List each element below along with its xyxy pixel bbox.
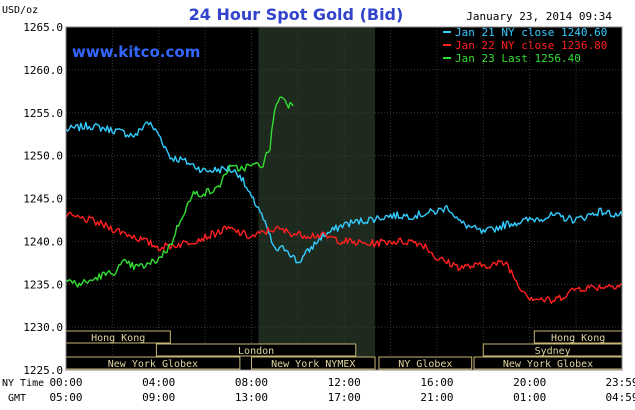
nymex-session-shade xyxy=(258,27,376,370)
x-tick-label-gmt: 01:00 xyxy=(513,391,546,404)
chart-title: 24 Hour Spot Gold (Bid) xyxy=(189,5,404,24)
kitco-watermark: www.kitco.com xyxy=(72,43,200,61)
x-axis-label-gmt: GMT xyxy=(8,393,26,404)
session-label: New York Globex xyxy=(503,359,593,370)
session-box xyxy=(155,343,357,357)
x-tick-label-ny: 04:00 xyxy=(142,376,175,389)
y-tick-label: 1245.0 xyxy=(23,193,63,206)
session-label: New York NYMEX xyxy=(271,359,355,370)
legend-entry: Jan 21 NY close 1240.60 xyxy=(455,26,607,39)
x-tick-label-gmt: 13:00 xyxy=(235,391,268,404)
x-axis-label-ny: NY Time xyxy=(2,378,44,389)
x-tick-label-ny: 20:00 xyxy=(513,376,546,389)
x-tick-label-gmt: 04:59 xyxy=(605,391,635,404)
y-tick-label: 1225.0 xyxy=(23,364,63,377)
x-tick-label-ny: 12:00 xyxy=(328,376,361,389)
legend-entry: Jan 22 NY close 1236.80 xyxy=(455,39,607,52)
session-label: London xyxy=(238,346,274,357)
x-tick-labels: 00:00 05:00 04:00 09:00 08:00 13:00 12:00 17:00… xyxy=(49,376,635,404)
x-tick-label-gmt: 09:00 xyxy=(142,391,175,404)
y-tick-label: 1250.0 xyxy=(23,150,63,163)
y-tick-labels: 1225.0 1230.0 1235.0 1240.0 1245.0 1250.0 1255… xyxy=(23,21,63,377)
x-tick-label-ny: 16:00 xyxy=(420,376,453,389)
chart-timestamp: January 23, 2014 09:34 xyxy=(466,10,612,23)
series-line-2 xyxy=(65,211,623,305)
y-axis-label: USD/oz xyxy=(2,5,38,16)
y-tick-label: 1255.0 xyxy=(23,107,63,120)
x-tick-label-gmt: 17:00 xyxy=(328,391,361,404)
legend-entry: Jan 23 Last 1256.40 xyxy=(455,52,581,65)
x-tick-label-gmt: 21:00 xyxy=(420,391,453,404)
session-label: New York Globex xyxy=(108,359,198,370)
series-line-3 xyxy=(65,96,294,288)
x-tick-label-ny: 00:00 xyxy=(49,376,82,389)
y-tick-label: 1235.0 xyxy=(23,278,63,291)
series-line-1 xyxy=(65,121,623,264)
y-tick-label: 1240.0 xyxy=(23,235,63,248)
x-tick-label-gmt: 05:00 xyxy=(49,391,82,404)
x-tick-label-ny: 08:00 xyxy=(235,376,268,389)
y-tick-label: 1260.0 xyxy=(23,64,63,77)
y-tick-label: 1230.0 xyxy=(23,321,63,334)
y-tick-label: 1265.0 xyxy=(23,21,63,34)
session-box xyxy=(250,356,376,370)
price-lines xyxy=(65,96,623,305)
plot-border xyxy=(65,26,623,371)
session-label: Hong Kong xyxy=(551,333,605,344)
session-label: NY Globex xyxy=(398,359,452,370)
session-label: Sydney xyxy=(535,346,571,357)
x-tick-label-ny: 23:59 xyxy=(605,376,635,389)
session-label: Hong Kong xyxy=(91,333,145,344)
session-box xyxy=(378,356,473,370)
trading-sessions: Hong Kong Hong Kong London Sydney New York G… xyxy=(65,330,623,370)
